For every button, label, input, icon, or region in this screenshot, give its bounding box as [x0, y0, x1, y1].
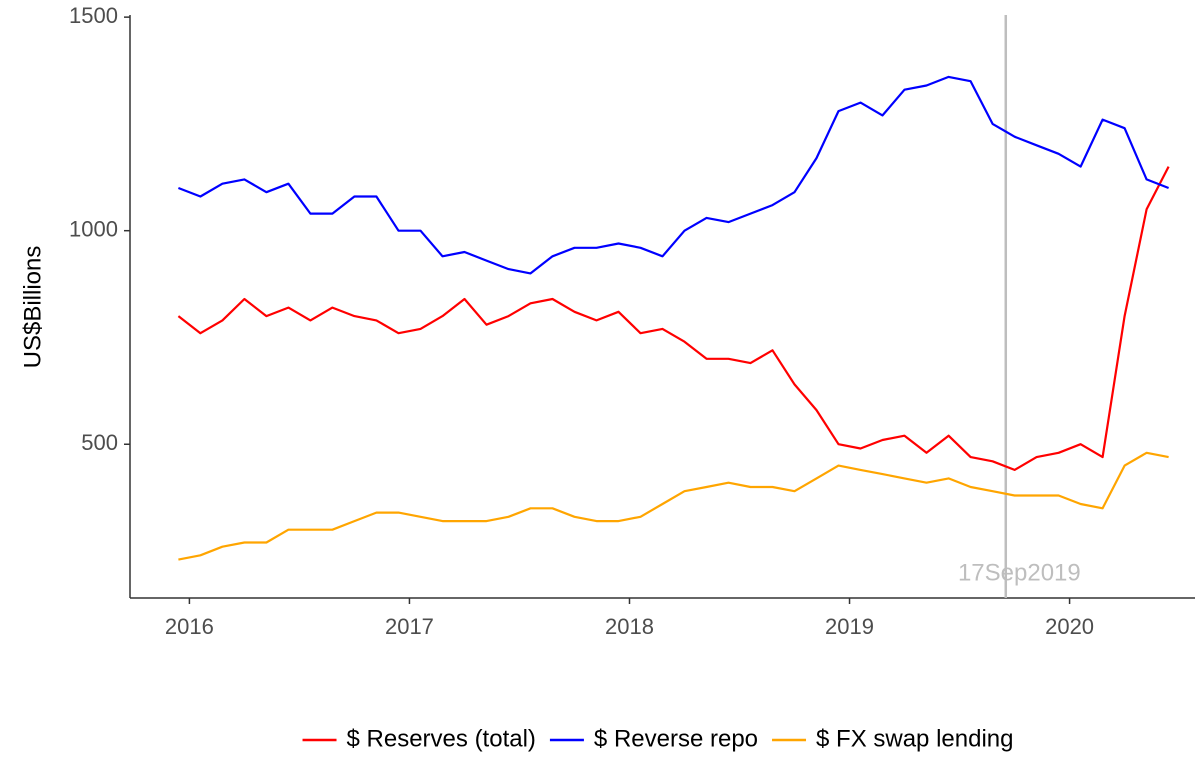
series-line	[178, 75, 1170, 275]
series-line	[178, 451, 1169, 561]
x-tick-label: 2016	[165, 614, 214, 639]
legend-label: $ Reverse repo	[594, 725, 758, 752]
x-tick-label: 2019	[825, 614, 874, 639]
y-axis-label: US$Billions	[19, 246, 46, 369]
y-tick-label: 1500	[69, 3, 118, 28]
series-line	[177, 166, 1170, 471]
x-tick-label: 2017	[385, 614, 434, 639]
y-tick-label: 500	[81, 430, 118, 455]
legend-label: $ Reserves (total)	[347, 725, 536, 752]
legend-label: $ FX swap lending	[816, 725, 1013, 752]
x-tick-label: 2020	[1045, 614, 1094, 639]
annotation-label: 17Sep2019	[958, 559, 1081, 586]
y-tick-label: 1000	[69, 217, 118, 242]
x-tick-label: 2018	[605, 614, 654, 639]
